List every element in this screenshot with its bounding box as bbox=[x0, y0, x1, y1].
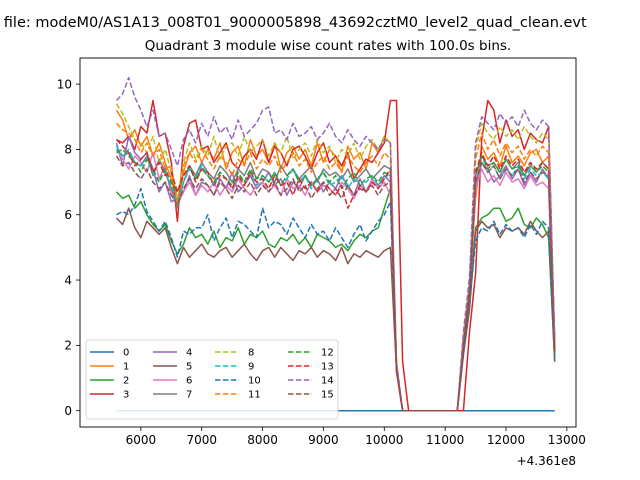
plot-area: 6000 7000 8000 9000 10000 11000 12000 13000 0 2 4… bbox=[57, 57, 586, 468]
figure-suptitle: n file: modeM0/AS1A13_008T01_9000005898_… bbox=[0, 15, 587, 31]
legend-label-11: 11 bbox=[248, 390, 261, 401]
chart-title: Quadrant 3 module wise count rates with … bbox=[145, 38, 511, 54]
series-line-3 bbox=[116, 99, 556, 412]
legend-label-9: 9 bbox=[248, 362, 254, 373]
x-tick-label: 9000 bbox=[308, 433, 339, 447]
series-line-2 bbox=[115, 187, 556, 412]
y-tick-label: 10 bbox=[57, 77, 72, 91]
series-lines bbox=[115, 76, 556, 412]
series-line-9 bbox=[115, 145, 556, 412]
legend-label-10: 10 bbox=[248, 376, 261, 387]
series-line-5 bbox=[115, 207, 556, 412]
legend-label-15: 15 bbox=[321, 390, 334, 401]
x-tick-label: 10000 bbox=[365, 433, 403, 447]
legend-label-13: 13 bbox=[321, 362, 334, 373]
legend-label-8: 8 bbox=[248, 348, 254, 359]
legend-label-5: 5 bbox=[186, 362, 192, 373]
legend-label-3: 3 bbox=[123, 390, 129, 401]
x-tick-label: 13000 bbox=[548, 433, 586, 447]
y-tick-label: 8 bbox=[64, 143, 72, 157]
y-axis: 0 2 4 6 8 10 bbox=[57, 77, 80, 418]
x-tick-label: 12000 bbox=[487, 433, 525, 447]
y-tick-label: 4 bbox=[64, 273, 72, 287]
legend-label-7: 7 bbox=[186, 390, 192, 401]
x-tick-label: 11000 bbox=[426, 433, 464, 447]
legend-label-2: 2 bbox=[123, 376, 129, 387]
legend-label-14: 14 bbox=[321, 376, 334, 387]
x-tick-label: 6000 bbox=[126, 433, 157, 447]
x-tick-label: 7000 bbox=[186, 433, 217, 447]
legend-label-1: 1 bbox=[123, 362, 129, 373]
legend-label-4: 4 bbox=[186, 348, 192, 359]
x-axis: 6000 7000 8000 9000 10000 11000 12000 13000 bbox=[126, 427, 586, 447]
y-tick-label: 2 bbox=[64, 339, 72, 353]
y-tick-label: 0 bbox=[64, 404, 72, 418]
series-line-6 bbox=[115, 149, 556, 412]
series-line-15 bbox=[115, 155, 556, 412]
y-tick-label: 6 bbox=[64, 208, 72, 222]
legend-label-6: 6 bbox=[186, 376, 192, 387]
series-line-10 bbox=[116, 187, 556, 412]
series-line-13 bbox=[115, 139, 556, 412]
x-tick-label: 8000 bbox=[247, 433, 278, 447]
series-line-8 bbox=[115, 103, 556, 412]
series-line-11 bbox=[115, 122, 556, 412]
axes-frame bbox=[79, 57, 577, 428]
x-axis-offset-label: +4.361e8 bbox=[517, 454, 576, 468]
legend-box bbox=[85, 339, 339, 420]
series-line-14 bbox=[115, 76, 556, 412]
legend-label-12: 12 bbox=[321, 348, 334, 359]
legend-label-0: 0 bbox=[123, 348, 129, 359]
